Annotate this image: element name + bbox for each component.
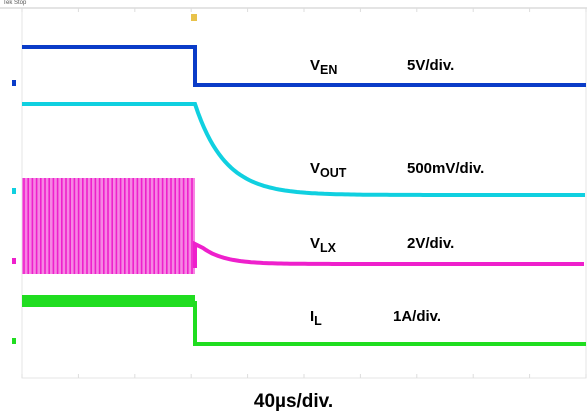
trace-i-l-ripple: [22, 295, 195, 307]
scale-v-lx: 2V/div.: [407, 235, 455, 252]
scale-v-en: 5V/div.: [407, 57, 455, 74]
scope-header: Tek Stop: [3, 0, 27, 6]
label-v-lx-sub: LX: [320, 241, 336, 255]
channel-markers: [12, 80, 16, 344]
label-i-l-sub: L: [314, 314, 322, 328]
label-v-lx: VLX: [310, 235, 336, 255]
timebase-label: 40µs/div.: [253, 391, 334, 412]
label-v-out: VOUT: [310, 160, 346, 180]
trace-v-out: [22, 102, 585, 197]
trigger-marker: [191, 14, 197, 21]
label-i-l-base: I: [310, 308, 315, 325]
label-v-out-base: V: [310, 160, 321, 177]
label-v-en-base: V: [310, 57, 321, 74]
label-v-en: VEN: [310, 57, 337, 77]
label-v-lx-base: V: [310, 235, 321, 252]
label-v-en-sub: EN: [320, 63, 338, 77]
scale-v-out: 500mV/div.: [407, 160, 485, 177]
i-l-ripple-band: [22, 295, 195, 307]
scale-i-l: 1A/div.: [393, 308, 442, 325]
oscilloscope-plot: [0, 7, 587, 379]
trace-v-en: [22, 45, 586, 87]
trace-i-l: [193, 301, 586, 346]
grid-ticks: [21, 8, 587, 378]
label-v-out-sub: OUT: [320, 166, 347, 180]
trace-v-lx-switching: [22, 178, 195, 274]
label-i-l: IL: [310, 308, 322, 328]
trace-v-lx: [193, 240, 584, 268]
